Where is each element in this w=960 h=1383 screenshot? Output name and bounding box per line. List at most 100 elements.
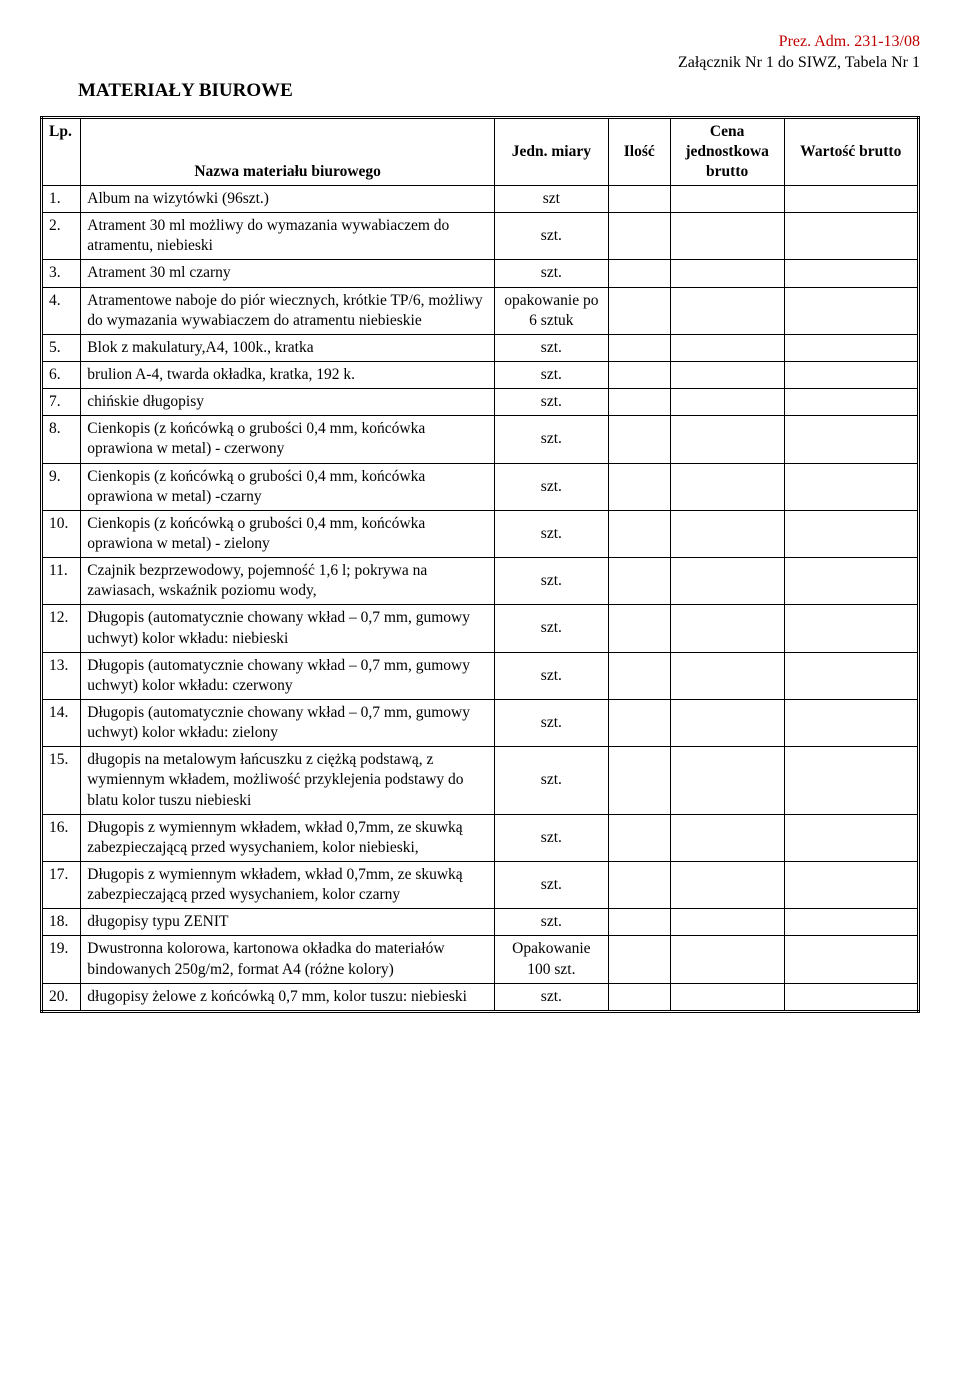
col-unitprice-l1: Cena bbox=[710, 123, 744, 140]
cell-lp: 5. bbox=[42, 334, 81, 361]
cell-name: Długopis (automatycznie chowany wkład – … bbox=[81, 652, 495, 699]
cell-unit: szt. bbox=[494, 334, 608, 361]
cell-qty bbox=[608, 936, 670, 983]
cell-value bbox=[784, 362, 918, 389]
table-header-row: Lp. Nazwa materiału biurowego Jedn. miar… bbox=[42, 117, 919, 185]
cell-unitprice bbox=[670, 747, 784, 814]
cell-name: Album na wizytówki (96szt.) bbox=[81, 186, 495, 213]
cell-lp: 6. bbox=[42, 362, 81, 389]
cell-lp: 17. bbox=[42, 861, 81, 908]
cell-value bbox=[784, 213, 918, 260]
cell-unitprice bbox=[670, 814, 784, 861]
cell-name: Długopis (automatycznie chowany wkład – … bbox=[81, 605, 495, 652]
cell-unitprice bbox=[670, 463, 784, 510]
cell-qty bbox=[608, 558, 670, 605]
cell-unitprice bbox=[670, 389, 784, 416]
cell-unit: szt. bbox=[494, 463, 608, 510]
cell-value bbox=[784, 605, 918, 652]
cell-lp: 14. bbox=[42, 699, 81, 746]
cell-qty bbox=[608, 389, 670, 416]
cell-unit: szt bbox=[494, 186, 608, 213]
cell-qty bbox=[608, 814, 670, 861]
cell-unit: szt. bbox=[494, 260, 608, 287]
table-row: 16.Długopis z wymiennym wkładem, wkład 0… bbox=[42, 814, 919, 861]
cell-lp: 3. bbox=[42, 260, 81, 287]
cell-unitprice bbox=[670, 334, 784, 361]
cell-name: Cienkopis (z końcówką o grubości 0,4 mm,… bbox=[81, 416, 495, 463]
cell-value bbox=[784, 510, 918, 557]
cell-lp: 4. bbox=[42, 287, 81, 334]
cell-qty bbox=[608, 510, 670, 557]
cell-unit: szt. bbox=[494, 814, 608, 861]
cell-unitprice bbox=[670, 186, 784, 213]
cell-lp: 11. bbox=[42, 558, 81, 605]
cell-unit: szt. bbox=[494, 861, 608, 908]
cell-value bbox=[784, 861, 918, 908]
cell-name: Długopis z wymiennym wkładem, wkład 0,7m… bbox=[81, 861, 495, 908]
cell-qty bbox=[608, 213, 670, 260]
cell-lp: 15. bbox=[42, 747, 81, 814]
cell-name: Atrament 30 ml możliwy do wymazania wywa… bbox=[81, 213, 495, 260]
cell-name: długopisy żelowe z końcówką 0,7 mm, kolo… bbox=[81, 983, 495, 1011]
cell-lp: 13. bbox=[42, 652, 81, 699]
cell-name: Długopis z wymiennym wkładem, wkład 0,7m… bbox=[81, 814, 495, 861]
table-row: 10.Cienkopis (z końcówką o grubości 0,4 … bbox=[42, 510, 919, 557]
cell-lp: 10. bbox=[42, 510, 81, 557]
cell-value bbox=[784, 936, 918, 983]
cell-value bbox=[784, 909, 918, 936]
table-row: 9.Cienkopis (z końcówką o grubości 0,4 m… bbox=[42, 463, 919, 510]
cell-unitprice bbox=[670, 260, 784, 287]
cell-name: Atramentowe naboje do piór wiecznych, kr… bbox=[81, 287, 495, 334]
document-header: Prez. Adm. 231-13/08 Załącznik Nr 1 do S… bbox=[40, 32, 920, 74]
cell-unit: szt. bbox=[494, 983, 608, 1011]
table-row: 11.Czajnik bezprzewodowy, pojemność 1,6 … bbox=[42, 558, 919, 605]
cell-unit: szt. bbox=[494, 510, 608, 557]
table-row: 8.Cienkopis (z końcówką o grubości 0,4 m… bbox=[42, 416, 919, 463]
cell-qty bbox=[608, 861, 670, 908]
table-row: 1.Album na wizytówki (96szt.)szt bbox=[42, 186, 919, 213]
cell-unitprice bbox=[670, 983, 784, 1011]
cell-value bbox=[784, 463, 918, 510]
table-row: 15.długopis na metalowym łańcuszku z cię… bbox=[42, 747, 919, 814]
cell-name: Cienkopis (z końcówką o grubości 0,4 mm,… bbox=[81, 463, 495, 510]
cell-unitprice bbox=[670, 605, 784, 652]
cell-name: chińskie długopisy bbox=[81, 389, 495, 416]
cell-name: Długopis (automatycznie chowany wkład – … bbox=[81, 699, 495, 746]
cell-lp: 18. bbox=[42, 909, 81, 936]
col-value: Wartość brutto bbox=[784, 117, 918, 185]
cell-qty bbox=[608, 186, 670, 213]
table-row: 7.chińskie długopisyszt. bbox=[42, 389, 919, 416]
table-row: 5.Blok z makulatury,A4, 100k., kratkaszt… bbox=[42, 334, 919, 361]
cell-qty bbox=[608, 747, 670, 814]
cell-value bbox=[784, 652, 918, 699]
cell-qty bbox=[608, 605, 670, 652]
cell-name: Dwustronna kolorowa, kartonowa okładka d… bbox=[81, 936, 495, 983]
header-line-1: Prez. Adm. 231-13/08 bbox=[40, 32, 920, 53]
cell-unitprice bbox=[670, 213, 784, 260]
table-row: 18.długopisy typu ZENITszt. bbox=[42, 909, 919, 936]
cell-lp: 9. bbox=[42, 463, 81, 510]
cell-value bbox=[784, 334, 918, 361]
table-row: 14.Długopis (automatycznie chowany wkład… bbox=[42, 699, 919, 746]
cell-qty bbox=[608, 334, 670, 361]
col-unit: Jedn. miary bbox=[494, 117, 608, 185]
cell-name: Atrament 30 ml czarny bbox=[81, 260, 495, 287]
cell-lp: 20. bbox=[42, 983, 81, 1011]
cell-unit: szt. bbox=[494, 909, 608, 936]
col-name: Nazwa materiału biurowego bbox=[81, 117, 495, 185]
cell-lp: 7. bbox=[42, 389, 81, 416]
cell-unitprice bbox=[670, 362, 784, 389]
col-lp: Lp. bbox=[42, 117, 81, 185]
cell-value bbox=[784, 558, 918, 605]
cell-unitprice bbox=[670, 861, 784, 908]
cell-unitprice bbox=[670, 558, 784, 605]
table-row: 19.Dwustronna kolorowa, kartonowa okładk… bbox=[42, 936, 919, 983]
cell-qty bbox=[608, 983, 670, 1011]
cell-qty bbox=[608, 652, 670, 699]
table-row: 6.brulion A-4, twarda okładka, kratka, 1… bbox=[42, 362, 919, 389]
cell-unit: szt. bbox=[494, 213, 608, 260]
cell-qty bbox=[608, 416, 670, 463]
cell-name: Czajnik bezprzewodowy, pojemność 1,6 l; … bbox=[81, 558, 495, 605]
header-line-2: Załącznik Nr 1 do SIWZ, Tabela Nr 1 bbox=[40, 53, 920, 74]
cell-value bbox=[784, 389, 918, 416]
